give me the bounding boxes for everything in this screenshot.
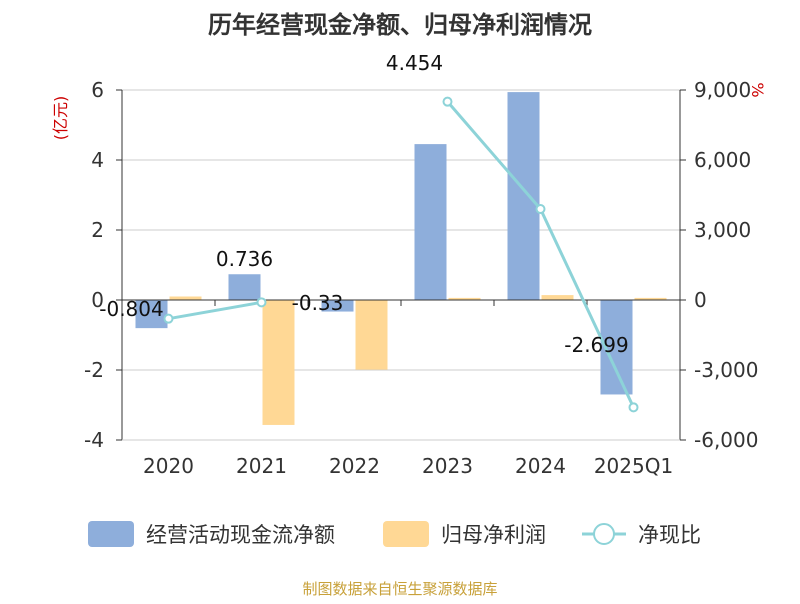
legend-label: 归母净利润 <box>441 523 546 547</box>
bar-net-profit <box>355 300 388 370</box>
ratio-point <box>442 96 453 107</box>
legend-label: 净现比 <box>638 523 701 547</box>
legend-item-ratio: 净现比 <box>582 523 701 547</box>
legend-item-cashflow: 经营活动现金流净额 <box>88 521 335 547</box>
ratio-line <box>168 300 262 321</box>
ratio-point <box>256 297 267 308</box>
y-right-tick-label: 9,000 <box>694 78 751 102</box>
data-label-cashflow: 0.736 <box>216 247 273 271</box>
legend-swatch-marker <box>593 523 615 545</box>
y-left-tick-label: 0 <box>91 288 104 312</box>
bars-layer <box>135 92 667 425</box>
legend-swatch <box>88 521 134 547</box>
y-left-tick-label: -4 <box>84 428 104 452</box>
y-left-unit-label: (亿元) <box>51 96 70 141</box>
data-label-cashflow: -2.699 <box>564 333 628 357</box>
legend-swatch <box>383 521 429 547</box>
chart-title: 历年经营现金净额、归母净利润情况 <box>208 11 592 39</box>
data-label-cashflow: 5.94 <box>497 0 542 3</box>
source-footer: 制图数据来自恒生聚源数据库 <box>302 580 497 598</box>
y-left-tick-label: 6 <box>91 78 104 102</box>
ratio-point <box>535 204 546 214</box>
bar-cashflow <box>507 92 540 300</box>
bar-net-profit <box>169 296 202 300</box>
data-label-cashflow: -0.33 <box>292 291 344 315</box>
y-right-tick-label: -6,000 <box>694 428 758 452</box>
bar-cashflow <box>228 274 261 300</box>
x-tick-label: 2021 <box>236 454 287 478</box>
y-right-tick-label: 6,000 <box>694 148 751 172</box>
legend-label: 经营活动现金流净额 <box>146 523 335 547</box>
y-left-tick-label: 2 <box>91 218 104 242</box>
data-label-cashflow: 4.454 <box>386 51 443 75</box>
y-right-tick-label: 0 <box>694 288 707 312</box>
legend-item-net-profit: 归母净利润 <box>383 521 546 547</box>
bar-cashflow <box>135 300 168 329</box>
axes-layer: 6 4 2 0 -2 -4 9,000 6,000 3,000 0 -3,000 -6,000 2020… <box>51 78 767 478</box>
grid-layer <box>122 89 680 441</box>
y-right-tick-label: 3,000 <box>694 218 751 242</box>
bar-net-profit <box>448 297 481 300</box>
bar-cashflow <box>414 144 447 300</box>
ratio-point <box>163 313 174 324</box>
bar-cashflow <box>321 300 354 312</box>
x-tick-label: 2022 <box>329 454 380 478</box>
y-left-tick-label: 4 <box>91 148 104 172</box>
y-right-unit-label: % <box>748 82 767 97</box>
labels-layer: -0.804 0.736 -0.33 4.454 5.94 -2.699 <box>99 0 628 357</box>
bar-net-profit <box>634 297 667 300</box>
y-right-tick-label: -3,000 <box>694 358 758 382</box>
legend: 经营活动现金流净额 归母净利润 净现比 <box>88 521 701 547</box>
x-tick-label: 2024 <box>515 454 566 478</box>
data-label-cashflow: -0.804 <box>99 297 163 321</box>
y-left-tick-label: -2 <box>84 358 104 382</box>
x-tick-label: 2025Q1 <box>594 454 673 478</box>
bar-net-profit <box>541 295 574 300</box>
x-tick-label: 2020 <box>143 454 194 478</box>
line-layer <box>163 96 639 413</box>
ratio-point <box>628 402 639 413</box>
x-tick-label: 2023 <box>422 454 473 478</box>
bar-net-profit <box>262 300 295 425</box>
